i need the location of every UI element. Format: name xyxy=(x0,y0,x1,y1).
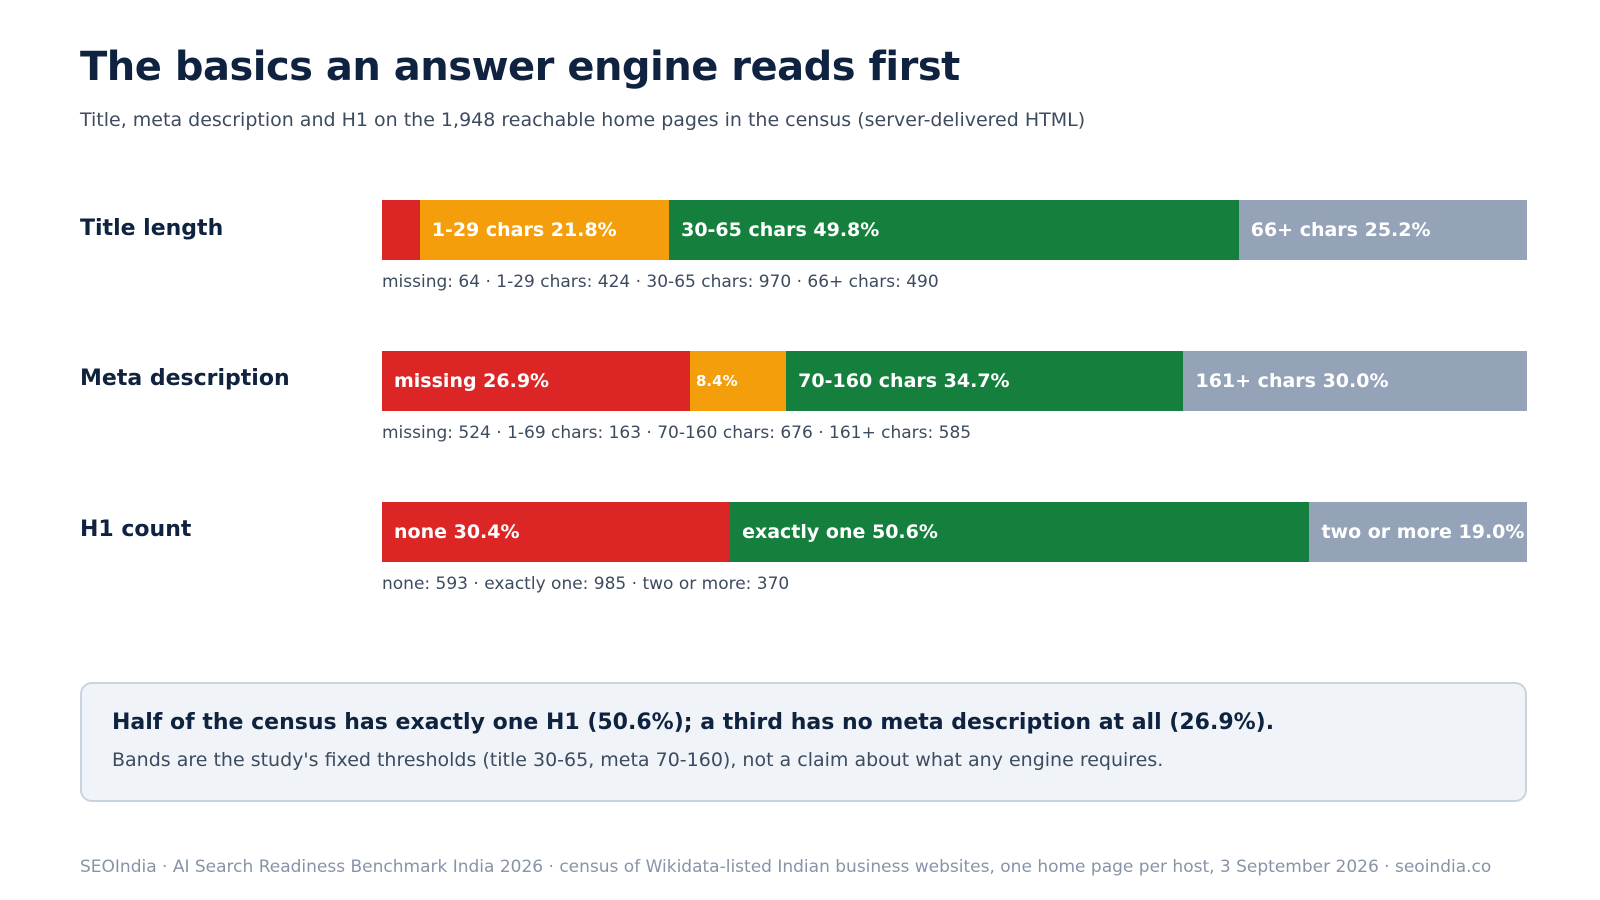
callout-body: Bands are the study's fixed thresholds (… xyxy=(112,749,1164,771)
source-footer: SEOIndia · AI Search Readiness Benchmark… xyxy=(80,857,1492,877)
bar-segment-two-or-more: two or more 19.0% xyxy=(1309,502,1527,562)
bar-segment-1-69-chars: 8.4% xyxy=(690,351,787,411)
bar-segment-1-29-chars: 1-29 chars 21.8% xyxy=(419,200,670,260)
bar-segment-161-chars: 161+ chars 30.0% xyxy=(1183,351,1527,411)
bar-segment-66-chars: 66+ chars 25.2% xyxy=(1238,200,1527,260)
row-label-meta-description: Meta description xyxy=(80,366,290,391)
bar-h1-count: none 30.4% exactly one 50.6% two or more 1… xyxy=(382,502,1527,562)
counts-meta-description: missing: 524 · 1-69 chars: 163 · 70-160 … xyxy=(382,423,972,443)
bar-segment-30-65-chars: 30-65 chars 49.8% xyxy=(669,200,1239,260)
callout-headline: Half of the census has exactly one H1 (5… xyxy=(112,710,1275,735)
bar-meta-description: missing 26.9% 8.4% 70-160 chars 34.7% 161+ … xyxy=(382,351,1527,411)
bar-segment-70-160-chars: 70-160 chars 34.7% xyxy=(786,351,1184,411)
row-label-h1-count: H1 count xyxy=(80,517,192,542)
page-subtitle: Title, meta description and H1 on the 1,… xyxy=(80,109,1086,131)
bar-segment-exactly-one: exactly one 50.6% xyxy=(730,502,1310,562)
page-title: The basics an answer engine reads first xyxy=(80,44,960,90)
counts-title-length: missing: 64 · 1-29 chars: 424 · 30-65 ch… xyxy=(382,272,939,292)
bar-segment-none: none 30.4% xyxy=(382,502,731,562)
bar-segment-missing: missing 26.9% xyxy=(382,351,690,411)
counts-h1-count: none: 593 · exactly one: 985 · two or mo… xyxy=(382,574,790,594)
bar-title-length: 1-29 chars 21.8% 30-65 chars 49.8% 66+ cha… xyxy=(382,200,1527,260)
row-label-title-length: Title length xyxy=(80,216,224,241)
key-finding-callout: Half of the census has exactly one H1 (5… xyxy=(80,682,1527,802)
bar-segment-missing xyxy=(382,200,420,260)
